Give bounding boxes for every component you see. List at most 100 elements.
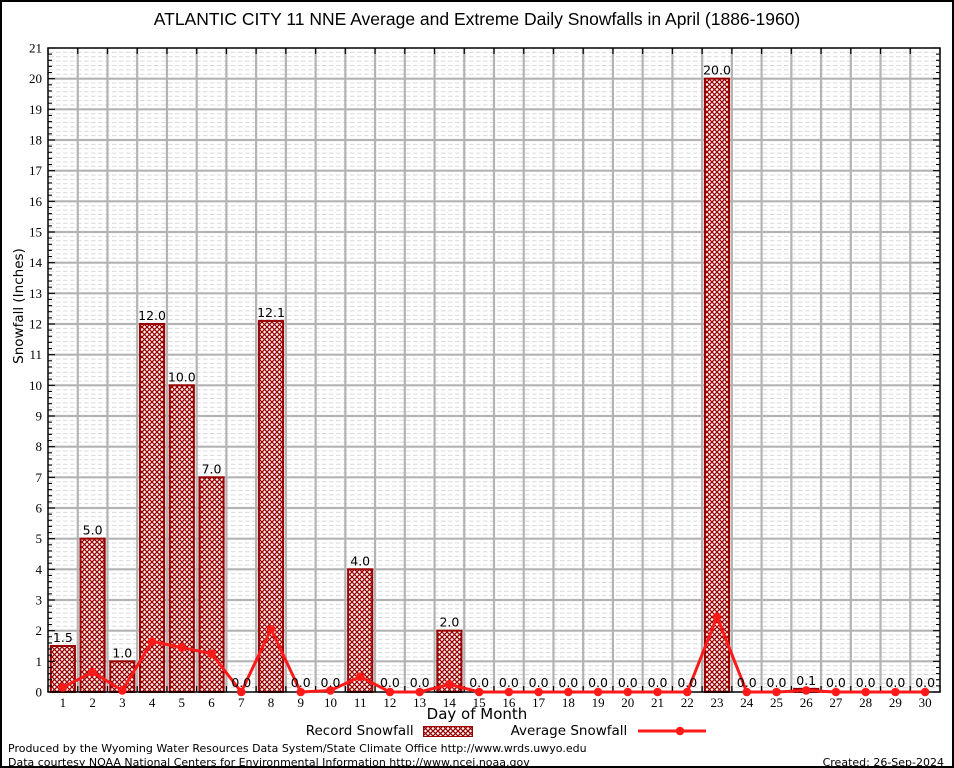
bar-value-label: 0.0 xyxy=(856,675,876,690)
record-bar-day-8 xyxy=(257,319,285,693)
bar-value-label: 0.0 xyxy=(618,675,638,690)
x-tick-label: 4 xyxy=(149,695,156,710)
average-snowfall-line-icon xyxy=(638,726,707,736)
x-tick-label: 8 xyxy=(268,695,275,710)
footer-data-courtesy: Data courtesy NOAA National Centers for … xyxy=(8,756,530,768)
x-tick-label: 16 xyxy=(502,695,516,710)
average-marker-day-30 xyxy=(920,687,930,697)
average-marker-day-21 xyxy=(653,687,662,697)
average-marker-day-6 xyxy=(207,649,216,658)
y-tick-label: 12 xyxy=(29,317,42,332)
average-marker-day-2 xyxy=(88,667,97,677)
bar-value-label: 1.5 xyxy=(53,630,73,645)
bar-value-label: 0.0 xyxy=(588,675,608,690)
record-bar-day-23 xyxy=(703,77,731,693)
bar-value-label: 0.0 xyxy=(558,675,578,690)
bar-value-label: 0.0 xyxy=(291,675,311,690)
average-marker-day-4 xyxy=(147,637,157,646)
bar-value-label: 0.0 xyxy=(915,675,935,690)
bar-value-label: 5.0 xyxy=(83,523,103,538)
legend-average-snowfall-label: Average Snowfall xyxy=(510,723,628,739)
record-snowfall-swatch-icon xyxy=(422,725,473,737)
footer-produced-by: Produced by the Wyoming Water Resources … xyxy=(8,742,587,755)
average-marker-day-22 xyxy=(682,687,692,697)
x-tick-label: 1 xyxy=(60,695,67,710)
x-tick-label: 13 xyxy=(413,695,426,710)
average-snowfall-line xyxy=(62,615,926,694)
bar-value-label: 4.0 xyxy=(350,553,370,568)
x-tick-label: 28 xyxy=(859,695,872,710)
y-tick-label: 9 xyxy=(36,409,43,424)
average-marker-day-24 xyxy=(742,687,752,697)
x-axis-title: Day of Month xyxy=(426,705,528,723)
y-tick-label: 21 xyxy=(29,41,42,56)
chart-title: ATLANTIC CITY 11 NNE Average and Extreme… xyxy=(153,9,801,29)
y-tick-label: 15 xyxy=(29,225,42,240)
bar-value-label: 0.0 xyxy=(499,675,519,690)
x-tick-label: 21 xyxy=(651,695,664,710)
x-tick-label: 5 xyxy=(179,695,186,710)
bar-value-label: 20.0 xyxy=(703,63,731,78)
y-tick-label: 20 xyxy=(29,71,42,86)
bar-value-label: 0.0 xyxy=(677,675,697,690)
y-tick-label: 14 xyxy=(29,255,43,270)
average-marker-day-27 xyxy=(831,687,841,697)
footer-created-date: Created: 26-Sep-2024 xyxy=(822,756,944,768)
bar-value-label: 0.0 xyxy=(529,675,549,690)
bar-value-label: 10.0 xyxy=(168,369,196,384)
y-tick-label: 10 xyxy=(29,378,42,393)
x-tick-label: 7 xyxy=(238,695,245,710)
bar-value-label: 0.0 xyxy=(737,675,757,690)
y-tick-label: 16 xyxy=(29,194,43,209)
y-tick-label: 0 xyxy=(36,685,43,700)
y-tick-label: 7 xyxy=(36,470,43,485)
x-tick-label: 26 xyxy=(800,695,814,710)
x-tick-label: 17 xyxy=(532,695,546,710)
record-bar-day-4 xyxy=(139,323,166,693)
x-tick-label: 19 xyxy=(592,695,605,710)
x-tick-label: 27 xyxy=(829,695,843,710)
bar-value-label: 0.0 xyxy=(321,675,341,690)
average-marker-day-26 xyxy=(801,686,811,695)
x-tick-label: 23 xyxy=(711,695,724,710)
average-marker-day-13 xyxy=(415,687,424,697)
average-marker-day-28 xyxy=(861,687,870,697)
y-tick-label: 4 xyxy=(36,562,43,577)
average-marker-day-17 xyxy=(534,687,543,697)
average-marker-day-20 xyxy=(623,687,633,697)
y-axis-title: Snowfall (Inches) xyxy=(11,248,27,364)
average-marker-day-9 xyxy=(296,687,306,697)
x-tick-label: 3 xyxy=(119,695,126,710)
y-tick-label: 11 xyxy=(29,347,42,362)
legend-record-snowfall-label: Record Snowfall xyxy=(305,723,414,739)
y-tick-label: 6 xyxy=(36,501,43,516)
average-marker-day-29 xyxy=(891,687,900,697)
average-marker-day-10 xyxy=(326,686,335,695)
average-marker-day-5 xyxy=(177,643,187,652)
y-tick-label: 13 xyxy=(29,286,42,301)
x-tick-label: 20 xyxy=(621,695,634,710)
record-bar-day-5 xyxy=(168,384,195,693)
bar-value-label: 0.0 xyxy=(648,675,668,690)
x-tick-label: 11 xyxy=(354,695,367,710)
y-tick-label: 18 xyxy=(29,133,42,148)
x-tick-label: 9 xyxy=(297,695,304,710)
y-tick-label: 8 xyxy=(36,439,43,454)
average-marker-day-19 xyxy=(593,687,603,697)
x-tick-label: 22 xyxy=(681,695,694,710)
average-marker-day-25 xyxy=(772,687,781,697)
y-tick-label: 2 xyxy=(36,623,43,638)
average-marker-day-12 xyxy=(385,687,395,697)
bar-value-label: 1.0 xyxy=(112,645,132,660)
average-marker-day-23 xyxy=(712,612,722,622)
average-marker-day-3 xyxy=(118,686,127,695)
y-tick-label: 17 xyxy=(29,163,43,178)
x-tick-label: 30 xyxy=(919,695,932,710)
bar-value-label: 2.0 xyxy=(439,615,459,630)
x-tick-label: 12 xyxy=(383,695,396,710)
x-tick-label: 18 xyxy=(562,695,575,710)
bar-value-label: 12.1 xyxy=(257,305,285,320)
x-tick-label: 6 xyxy=(208,695,215,710)
x-tick-label: 10 xyxy=(324,695,337,710)
